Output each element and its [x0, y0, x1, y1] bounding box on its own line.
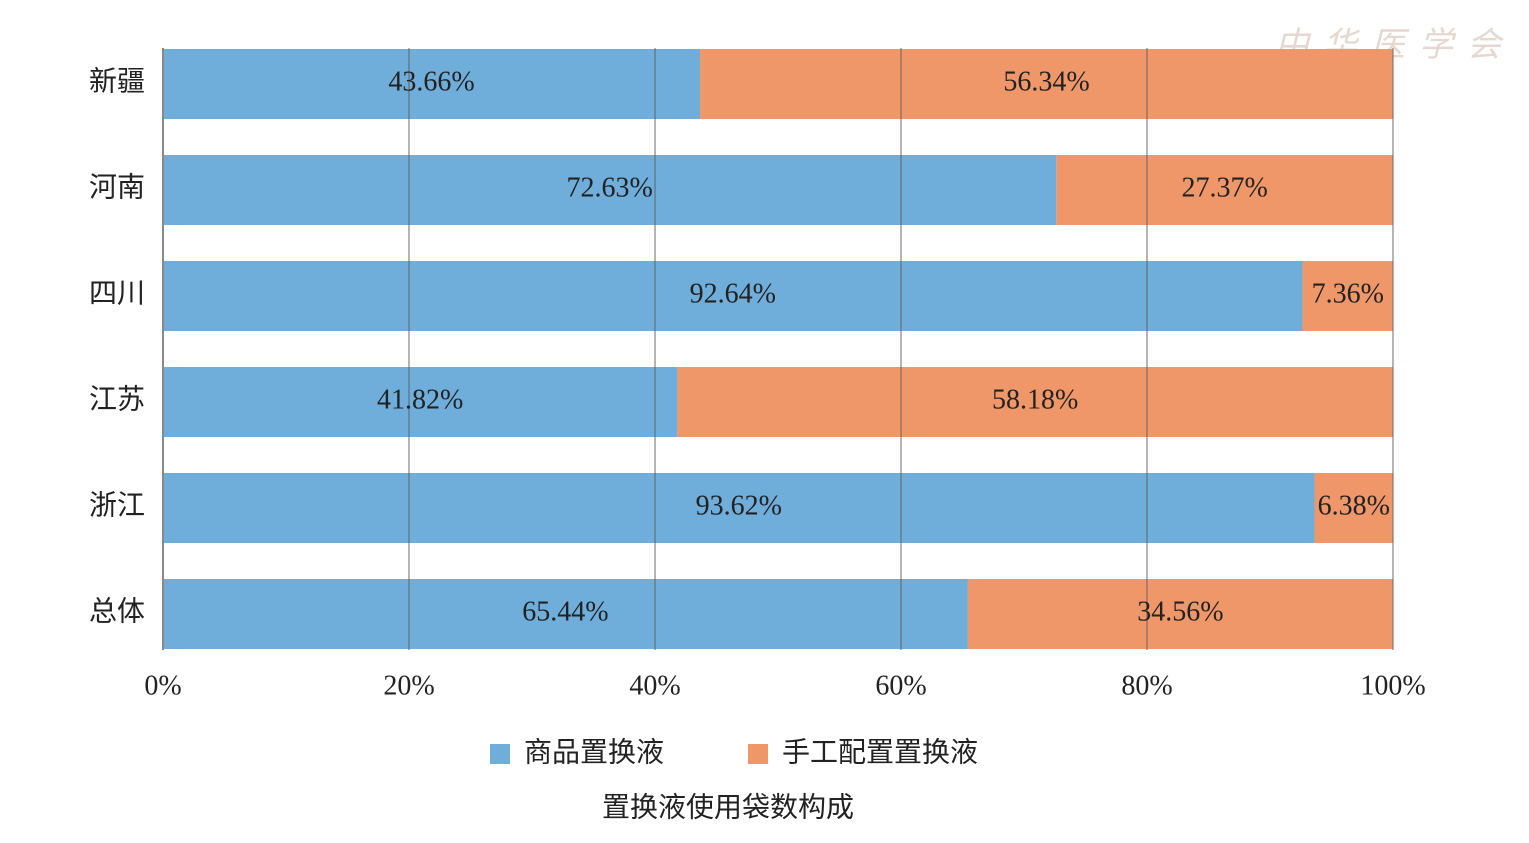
data-label: 92.64%: [690, 278, 776, 309]
x-tick-label: 80%: [1121, 670, 1172, 701]
data-label: 72.63%: [567, 172, 653, 203]
bar-segment: [163, 49, 701, 119]
bar-segment: [677, 367, 1393, 437]
y-tick-label: 浙江: [89, 489, 145, 521]
legend-label: 手工配置置换液: [782, 736, 978, 768]
legend-swatch: [748, 744, 768, 764]
x-tick-label: 0%: [144, 670, 181, 701]
y-tick-label: 河南: [89, 171, 145, 203]
bar-segment: [1302, 261, 1393, 331]
x-tick-label: 100%: [1360, 670, 1425, 701]
chart-title: 置换液使用袋数构成: [602, 791, 854, 823]
data-label: 7.36%: [1312, 278, 1384, 309]
data-label: 6.38%: [1318, 490, 1390, 521]
data-label: 58.18%: [992, 384, 1078, 415]
bar-segment: [163, 155, 1057, 225]
x-tick-label: 40%: [629, 670, 680, 701]
bar-segment: [967, 579, 1393, 649]
y-tick-label: 新疆: [89, 65, 145, 97]
bar-segment: [163, 261, 1303, 331]
bar-segment: [163, 579, 968, 649]
y-tick-label: 总体: [89, 595, 145, 627]
data-label: 93.62%: [696, 490, 782, 521]
x-tick-label: 60%: [875, 670, 926, 701]
data-label: 41.82%: [377, 384, 463, 415]
bar-segment: [700, 49, 1393, 119]
bar-segment: [1056, 155, 1393, 225]
data-label: 34.56%: [1137, 596, 1223, 627]
bar-segment: [163, 367, 678, 437]
data-label: 27.37%: [1182, 172, 1268, 203]
data-label: 56.34%: [1003, 66, 1089, 97]
legend-label: 商品置换液: [524, 736, 664, 768]
legend-swatch: [490, 744, 510, 764]
data-label: 65.44%: [522, 596, 608, 627]
bar-segment: [1314, 473, 1393, 543]
y-tick-label: 江苏: [89, 383, 145, 415]
x-tick-label: 20%: [383, 670, 434, 701]
y-tick-label: 四川: [89, 278, 145, 309]
data-label: 43.66%: [388, 66, 474, 97]
bar-segment: [163, 473, 1315, 543]
